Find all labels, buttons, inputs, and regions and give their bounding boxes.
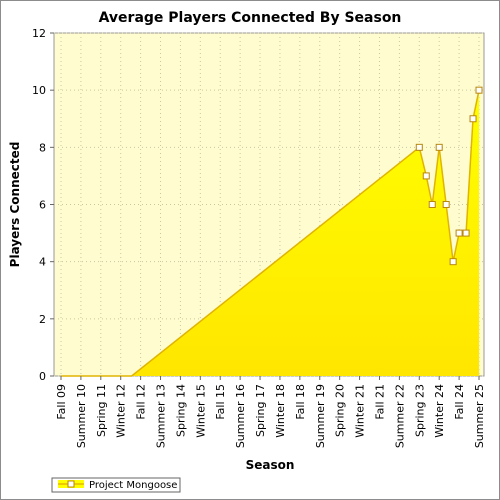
x-tick-label: Summer 10: [75, 384, 88, 448]
series-area: [61, 90, 479, 377]
data-point-marker: [428, 201, 436, 208]
data-point-marker: [415, 143, 423, 151]
data-point-marker: [455, 229, 463, 237]
x-tick-label: Fall 24: [453, 384, 466, 420]
y-tick-label: 0: [39, 370, 46, 383]
data-point-marker: [422, 172, 430, 180]
x-tick-label: Summer 13: [155, 384, 168, 448]
series-markers: [415, 86, 483, 266]
data-point-marker: [435, 143, 443, 151]
x-tick-label: Fall 18: [294, 384, 307, 420]
legend: Project Mongoose: [51, 477, 181, 493]
x-tick-label: Summer 25: [473, 384, 486, 448]
data-point-marker: [462, 229, 470, 237]
x-tick-label: Winter 15: [194, 384, 207, 438]
x-tick-label: Spring 20: [334, 384, 347, 437]
x-tick-label: Summer 22: [393, 384, 406, 448]
y-axis-label: Players Connected: [8, 142, 22, 268]
x-tick-label: Fall 15: [214, 384, 227, 420]
x-axis-label: Season: [246, 458, 295, 472]
y-tick-label: 2: [39, 313, 46, 326]
x-tick-label: Spring 23: [413, 384, 426, 437]
x-tick-label: Fall 21: [373, 384, 386, 420]
x-tick-label: Winter 24: [433, 384, 446, 438]
x-axis-ticks: Fall 09 Summer 10 Spring 11 Winter 12 Fall 1…: [55, 376, 486, 448]
x-tick-label: Fall 12: [135, 384, 148, 420]
x-tick-label: Fall 09: [55, 384, 68, 420]
data-point-marker: [442, 201, 450, 208]
legend-marker: [67, 480, 75, 488]
y-tick-label: 10: [32, 84, 46, 97]
chart-title: Average Players Connected By Season: [99, 10, 402, 26]
series-line: [61, 90, 480, 377]
data-point-marker: [449, 258, 457, 266]
x-tick-label: Summer 19: [314, 384, 327, 448]
y-axis-ticks: 0 2 4 6 8 10 12: [32, 27, 54, 383]
x-tick-label: Spring 11: [95, 384, 108, 437]
legend-label: Project Mongoose: [89, 480, 177, 491]
x-tick-label: Spring 14: [174, 384, 187, 437]
x-tick-label: Winter 21: [354, 384, 367, 438]
y-tick-label: 4: [39, 256, 46, 269]
data-point-marker: [475, 86, 483, 94]
series-area-layer: [61, 90, 480, 377]
x-tick-label: Spring 17: [254, 384, 267, 437]
y-tick-label: 6: [39, 199, 46, 212]
x-tick-label: Winter 18: [274, 384, 287, 438]
y-tick-label: 8: [39, 141, 46, 154]
data-point-marker: [469, 115, 477, 123]
x-tick-label: Winter 12: [115, 384, 128, 438]
y-tick-label: 12: [32, 27, 46, 40]
x-tick-label: Summer 16: [234, 384, 247, 448]
